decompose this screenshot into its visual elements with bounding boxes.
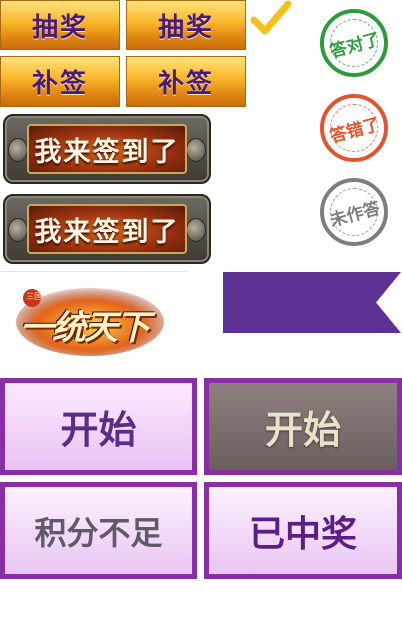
insufficient-points-button: 积分不足: [0, 482, 197, 579]
draw-button-2[interactable]: 抽奖: [126, 0, 246, 50]
plaque-ornament-left: [8, 138, 28, 162]
makeup-checkin-button-2-label: 补签: [157, 69, 214, 99]
stamp-correct: 答对了: [320, 9, 388, 77]
checkmark-icon: [250, 0, 292, 35]
checkin-button-2-label: 我来签到了: [34, 216, 180, 248]
start-button[interactable]: 开始: [0, 378, 197, 475]
divider: [0, 271, 188, 272]
draw-button-1-label: 抽奖: [31, 12, 88, 43]
logo-title: 一统天下: [20, 308, 150, 348]
logo-flame-icon: [16, 288, 164, 356]
stamp-wrong: 答错了: [320, 94, 388, 162]
plaque-ornament-left: [8, 218, 28, 242]
insufficient-points-label: 积分不足: [34, 513, 163, 552]
stamp-unanswered-label: 未作答: [327, 198, 382, 231]
checkin-button-1-label: 我来签到了: [34, 136, 180, 168]
plaque-ornament-right: [186, 138, 206, 162]
purple-ribbon-banner: [223, 272, 401, 333]
plaque-ornament-right: [186, 218, 206, 242]
makeup-checkin-button-1[interactable]: 补签: [0, 56, 120, 107]
checkin-button-1[interactable]: 我来签到了: [3, 114, 211, 184]
stamp-unanswered: 未作答: [320, 178, 388, 246]
makeup-checkin-button-1-label: 补签: [31, 69, 88, 99]
start-button-disabled: 开始: [204, 378, 402, 475]
already-won-label: 已中奖: [248, 512, 357, 555]
stamp-wrong-label: 答错了: [327, 114, 382, 147]
start-button-disabled-label: 开始: [264, 407, 341, 452]
logo-small-mark: 三国: [26, 292, 42, 301]
already-won-button: 已中奖: [204, 482, 402, 579]
makeup-checkin-button-2[interactable]: 补签: [126, 56, 246, 107]
draw-button-1[interactable]: 抽奖: [0, 0, 120, 50]
checkin-button-2[interactable]: 我来签到了: [3, 194, 211, 264]
game-logo: 三国 一统天下: [10, 280, 165, 360]
draw-button-2-label: 抽奖: [157, 12, 214, 43]
stamp-correct-label: 答对了: [327, 29, 382, 62]
start-button-label: 开始: [60, 407, 137, 452]
